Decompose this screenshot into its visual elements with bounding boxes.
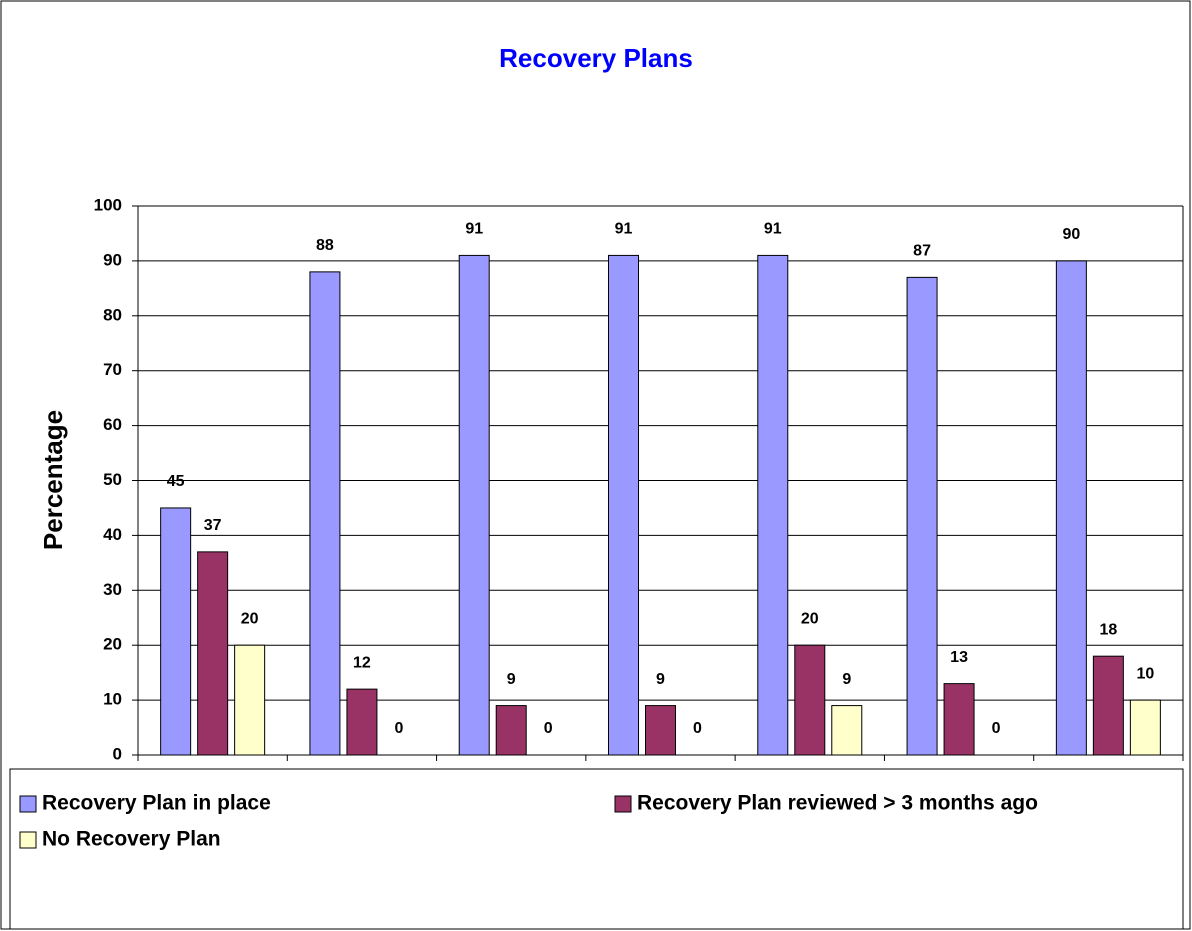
bar bbox=[234, 644, 266, 756]
bar bbox=[160, 507, 192, 756]
data-label: 0 bbox=[693, 720, 702, 737]
bar bbox=[495, 705, 527, 756]
bar bbox=[309, 271, 341, 756]
data-label: 12 bbox=[353, 654, 371, 671]
y-tick-label: 100 bbox=[94, 195, 122, 214]
data-label: 9 bbox=[507, 671, 516, 688]
bar bbox=[346, 688, 378, 756]
data-label: 91 bbox=[615, 221, 633, 238]
data-label: 0 bbox=[992, 720, 1001, 737]
data-label: 10 bbox=[1136, 665, 1154, 682]
y-tick-label: 0 bbox=[113, 744, 122, 763]
data-label: 91 bbox=[465, 221, 483, 238]
legend-label: No Recovery Plan bbox=[42, 828, 221, 851]
data-label: 9 bbox=[656, 671, 665, 688]
bar bbox=[943, 683, 975, 756]
data-label: 37 bbox=[204, 517, 222, 534]
data-label: 13 bbox=[950, 649, 968, 666]
legend-swatch bbox=[19, 831, 37, 849]
legend-label: Recovery Plan reviewed > 3 months ago bbox=[637, 792, 1038, 815]
legend-label: Recovery Plan in place bbox=[42, 792, 271, 815]
y-tick-label: 50 bbox=[103, 470, 122, 489]
y-tick-label: 80 bbox=[103, 305, 122, 324]
legend-box bbox=[9, 768, 1184, 930]
legend-swatch bbox=[19, 795, 37, 813]
data-label: 88 bbox=[316, 237, 334, 254]
y-tick-label: 40 bbox=[103, 525, 122, 544]
legend-swatch bbox=[614, 795, 632, 813]
data-label: 20 bbox=[801, 610, 819, 627]
data-label: 0 bbox=[394, 720, 403, 737]
bar bbox=[1092, 655, 1124, 756]
data-label: 20 bbox=[241, 610, 259, 627]
y-tick-label: 90 bbox=[103, 250, 122, 269]
bar bbox=[906, 276, 938, 756]
data-label: 91 bbox=[764, 221, 782, 238]
bar bbox=[197, 551, 229, 756]
chart-title: Recovery Plans bbox=[499, 43, 693, 73]
bar bbox=[1129, 699, 1161, 756]
data-label: 9 bbox=[842, 671, 851, 688]
bar bbox=[757, 254, 789, 756]
data-label: 0 bbox=[544, 720, 553, 737]
data-label: 45 bbox=[167, 473, 185, 490]
data-label: 87 bbox=[913, 243, 931, 260]
y-tick-label: 30 bbox=[103, 580, 122, 599]
bar bbox=[645, 705, 676, 756]
y-tick-label: 60 bbox=[103, 415, 122, 434]
bar bbox=[608, 254, 639, 756]
y-axis-label: Percentage bbox=[38, 410, 68, 550]
bar bbox=[1055, 260, 1087, 756]
bar bbox=[794, 644, 826, 756]
y-tick-label: 20 bbox=[103, 635, 122, 654]
data-label: 90 bbox=[1062, 226, 1080, 243]
data-label: 18 bbox=[1099, 621, 1117, 638]
y-tick-label: 70 bbox=[103, 360, 122, 379]
y-tick-label: 10 bbox=[103, 690, 122, 709]
bar bbox=[831, 705, 863, 756]
bar bbox=[458, 254, 490, 756]
